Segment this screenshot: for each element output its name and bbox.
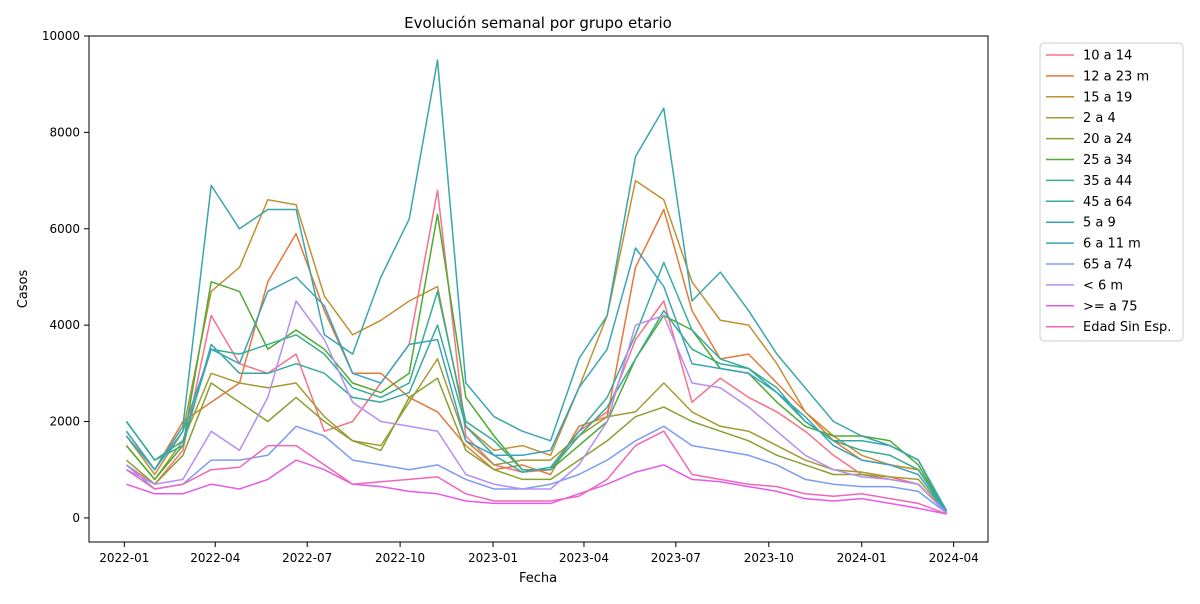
series-line: [125, 377, 948, 514]
x-tick-label: 2023-10: [744, 551, 794, 565]
series-line: [125, 213, 948, 514]
legend-label: 35 a 44: [1083, 174, 1132, 189]
axes: 2022-01 2022-04 2022-07 2022-10 2023-01 2023-…: [42, 29, 979, 565]
series-line: [125, 179, 948, 512]
y-tick-label: 2000: [49, 415, 80, 429]
y-tick-label: 8000: [49, 125, 80, 139]
y-tick-label: 6000: [49, 222, 80, 236]
x-tick-label: 2023-01: [468, 551, 518, 565]
legend-label: 2 a 4: [1083, 111, 1116, 126]
x-tick-label: 2024-01: [837, 551, 887, 565]
chart-title: Evolución semanal por grupo etario: [404, 14, 672, 32]
legend-label: 65 a 74: [1083, 258, 1132, 273]
x-tick-label: 2023-07: [651, 551, 701, 565]
y-tick-label: 0: [72, 511, 80, 525]
legend-label: 25 a 34: [1083, 153, 1132, 168]
series-line: [125, 261, 948, 514]
series-line: [125, 247, 948, 514]
x-tick-label: 2023-04: [559, 551, 609, 565]
x-tick-label: 2022-07: [282, 551, 332, 565]
series-line: [125, 430, 947, 515]
series-line: [125, 358, 948, 514]
legend-label: 45 a 64: [1083, 195, 1132, 210]
x-tick-label: 2022-04: [190, 551, 240, 565]
x-axis-label: Fecha: [519, 571, 557, 586]
y-tick-label: 4000: [49, 318, 80, 332]
y-axis-label: Casos: [16, 270, 31, 309]
legend-label: 20 a 24: [1083, 132, 1132, 147]
legend-label: < 6 m: [1083, 278, 1123, 293]
series-lines: [125, 59, 948, 515]
series-line: [126, 459, 947, 515]
series-line: [125, 425, 948, 514]
legend-label: >= a 75: [1083, 299, 1138, 314]
series-line: [125, 189, 948, 514]
legend-label: 6 a 11 m: [1083, 237, 1141, 252]
legend-label: 10 a 14: [1083, 49, 1132, 64]
legend-label: Edad Sin Esp.: [1083, 320, 1171, 335]
legend-label: 12 a 23 m: [1083, 69, 1149, 84]
series-line: [125, 208, 948, 512]
legend-label: 15 a 19: [1083, 90, 1132, 105]
series-line: [125, 59, 948, 512]
y-tick-label: 10000: [42, 29, 80, 43]
plot-frame: [88, 35, 989, 543]
series-line: [126, 300, 948, 514]
x-tick-label: 2024-04: [929, 551, 979, 565]
legend: 10 a 14 12 a 23 m 15 a 19 2 a 4 20 a 24 25 a …: [1039, 42, 1184, 342]
legend-box: [1039, 42, 1184, 342]
x-tick-label: 2022-10: [375, 551, 425, 565]
x-tick-label: 2022-01: [99, 551, 149, 565]
legend-label: 5 a 9: [1083, 216, 1116, 231]
